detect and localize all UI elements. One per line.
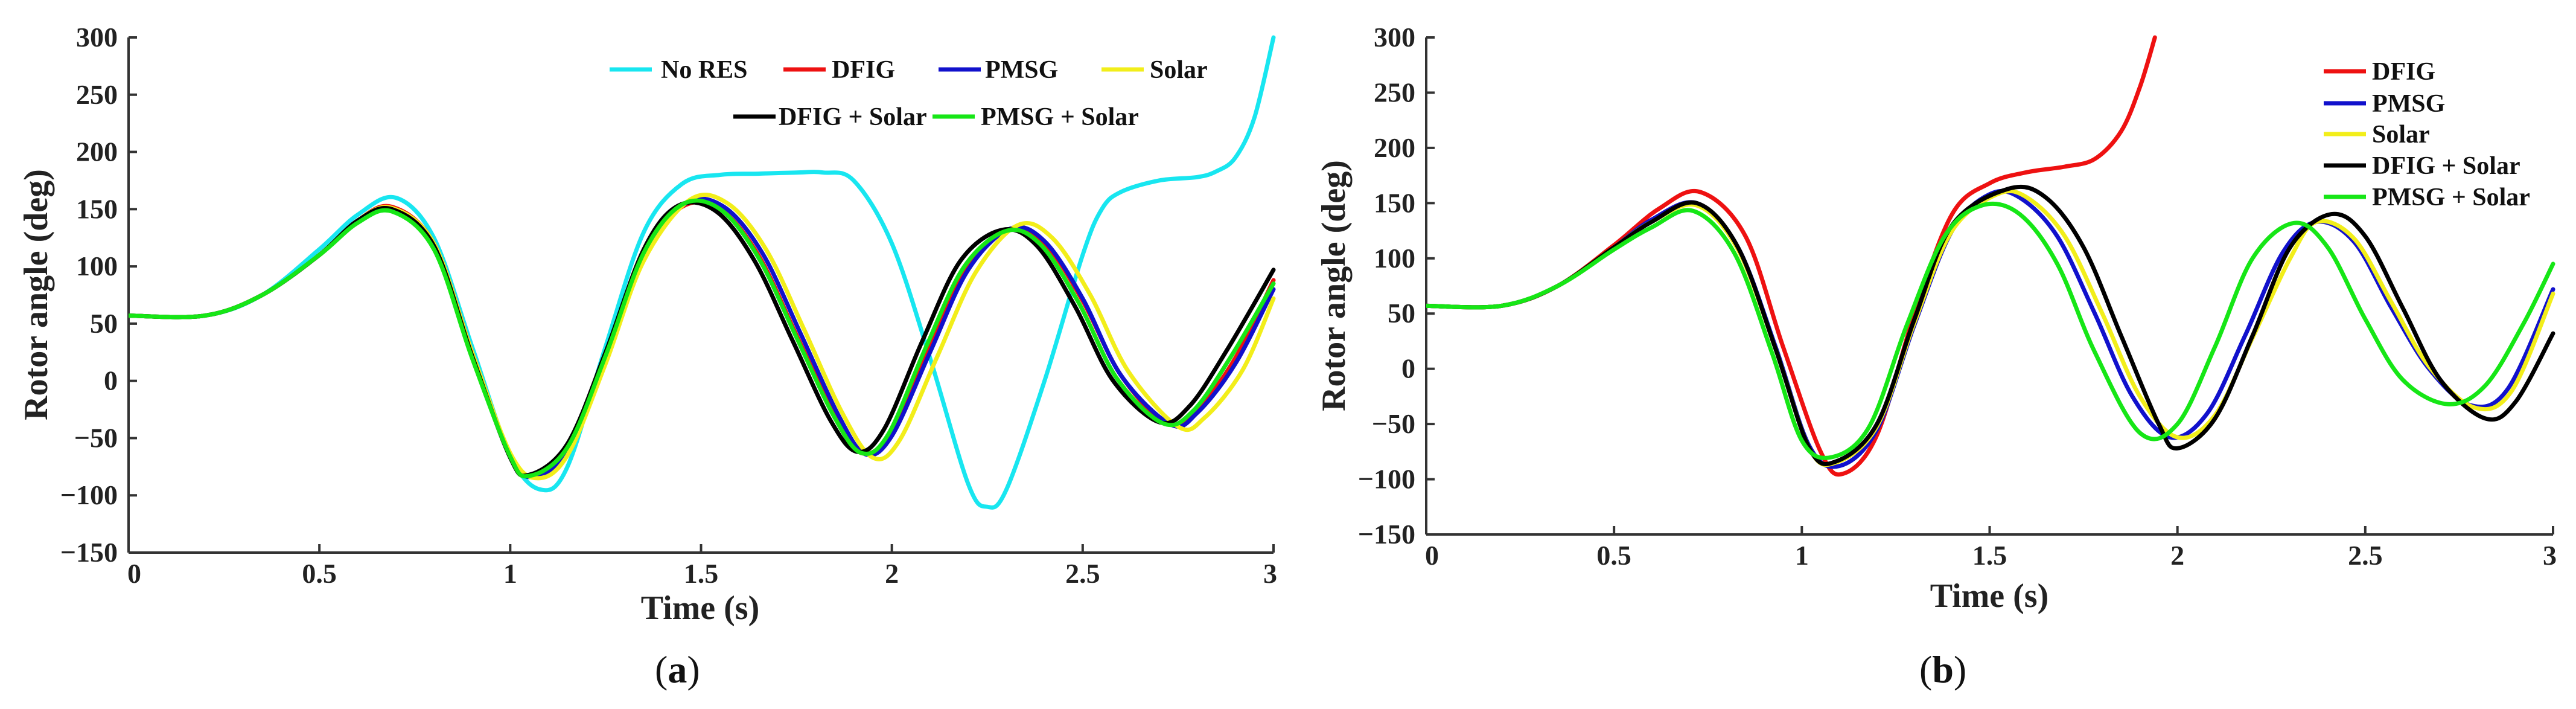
legend-label-pmsg: PMSG [985, 56, 1058, 84]
x-tick-label: 1.5 [684, 558, 719, 589]
x-tick-label: 3 [2543, 540, 2557, 571]
chart-panel-a: −150 −100 −50 0 50 100 150 200 250 300 0 0.5 1 1.5 2 2.… [18, 22, 1277, 691]
series-line-no-res [129, 35, 1276, 510]
panel-label: (a) [655, 648, 700, 691]
x-tick-label: 0 [1425, 540, 1439, 571]
series-line-dfig-solar [129, 200, 1276, 478]
x-tick-label: 1 [1795, 540, 1809, 571]
legend-label-no-res: No RES [661, 56, 748, 84]
y-tick-label: 300 [1374, 22, 1415, 53]
legend: DFIG PMSG Solar DFIG + Solar PMSG + Solar [2324, 58, 2530, 211]
y-tick-label: 300 [76, 22, 118, 53]
series-line-pmsg [129, 196, 1276, 480]
y-tick-label: 100 [1374, 243, 1415, 274]
x-axis-title: Time (s) [1930, 577, 2049, 615]
y-tick-label: 0 [1401, 353, 1415, 384]
y-tick-label: 250 [1374, 77, 1415, 107]
legend-label-pmsg: PMSG [2372, 90, 2445, 118]
y-tick-label: −100 [60, 480, 118, 510]
y-axis-title: Rotor angle (deg) [1315, 160, 1353, 411]
y-tick-label: 150 [1374, 187, 1415, 218]
x-tick-label: 3 [1263, 558, 1277, 589]
legend-label-dfig-solar: DFIG + Solar [2372, 152, 2520, 180]
x-tick-label: 2 [885, 558, 899, 589]
series-line-pmsg-solar [1426, 201, 2555, 460]
y-tick-label: −150 [1358, 519, 1415, 550]
y-tick-label: 200 [76, 136, 118, 167]
y-tick-label: −50 [74, 422, 118, 453]
y-tick-label: −50 [1372, 408, 1415, 439]
x-tick-label: 0 [127, 558, 141, 589]
chart-panel-b: −150 −100 −50 0 50 100 150 200 250 300 0 0.5 1 1.5 2 2.… [1315, 22, 2557, 691]
legend-label-solar: Solar [2372, 121, 2430, 149]
legend-label-pmsg-solar: PMSG + Solar [981, 103, 1139, 131]
legend-label-dfig: DFIG [2372, 58, 2435, 86]
y-tick-label: 200 [1374, 132, 1415, 163]
series-group [1426, 35, 2555, 477]
panel-label: (b) [1919, 648, 1966, 691]
y-axis-title: Rotor angle (deg) [18, 169, 55, 420]
y-tick-label: −150 [60, 537, 118, 568]
y-tick-label: 150 [76, 193, 118, 224]
x-tick-label: 2.5 [1065, 558, 1100, 589]
x-axis-title: Time (s) [641, 589, 760, 627]
legend-label-dfig: DFIG [832, 56, 895, 84]
y-tick-label: 100 [76, 251, 118, 281]
series-line-dfig-solar [1426, 184, 2555, 466]
y-tick-label: 50 [1388, 298, 1415, 329]
series-line-pmsg-solar [129, 198, 1276, 479]
series-group [129, 35, 1276, 510]
series-line-solar [1426, 188, 2555, 467]
y-tick-label: 50 [90, 308, 118, 339]
y-tick-label: 250 [76, 79, 118, 110]
y-tick-label: 0 [104, 365, 118, 396]
x-tick-label: 2 [2170, 540, 2184, 571]
x-tick-label: 0.5 [302, 558, 337, 589]
legend-label-solar: Solar [1150, 56, 1208, 84]
series-line-pmsg [1426, 188, 2555, 469]
x-tick-label: 2.5 [2348, 540, 2383, 571]
x-tick-label: 1 [503, 558, 517, 589]
y-tick-label: −100 [1358, 464, 1415, 495]
x-tick-label: 0.5 [1596, 540, 1631, 571]
x-tick-label: 1.5 [1972, 540, 2007, 571]
legend: No RES DFIG PMSG Solar DFIG + Solar PMSG + So… [610, 56, 1208, 131]
legend-label-dfig-solar: DFIG + Solar [779, 103, 927, 131]
legend-label-pmsg-solar: PMSG + Solar [2372, 184, 2530, 211]
